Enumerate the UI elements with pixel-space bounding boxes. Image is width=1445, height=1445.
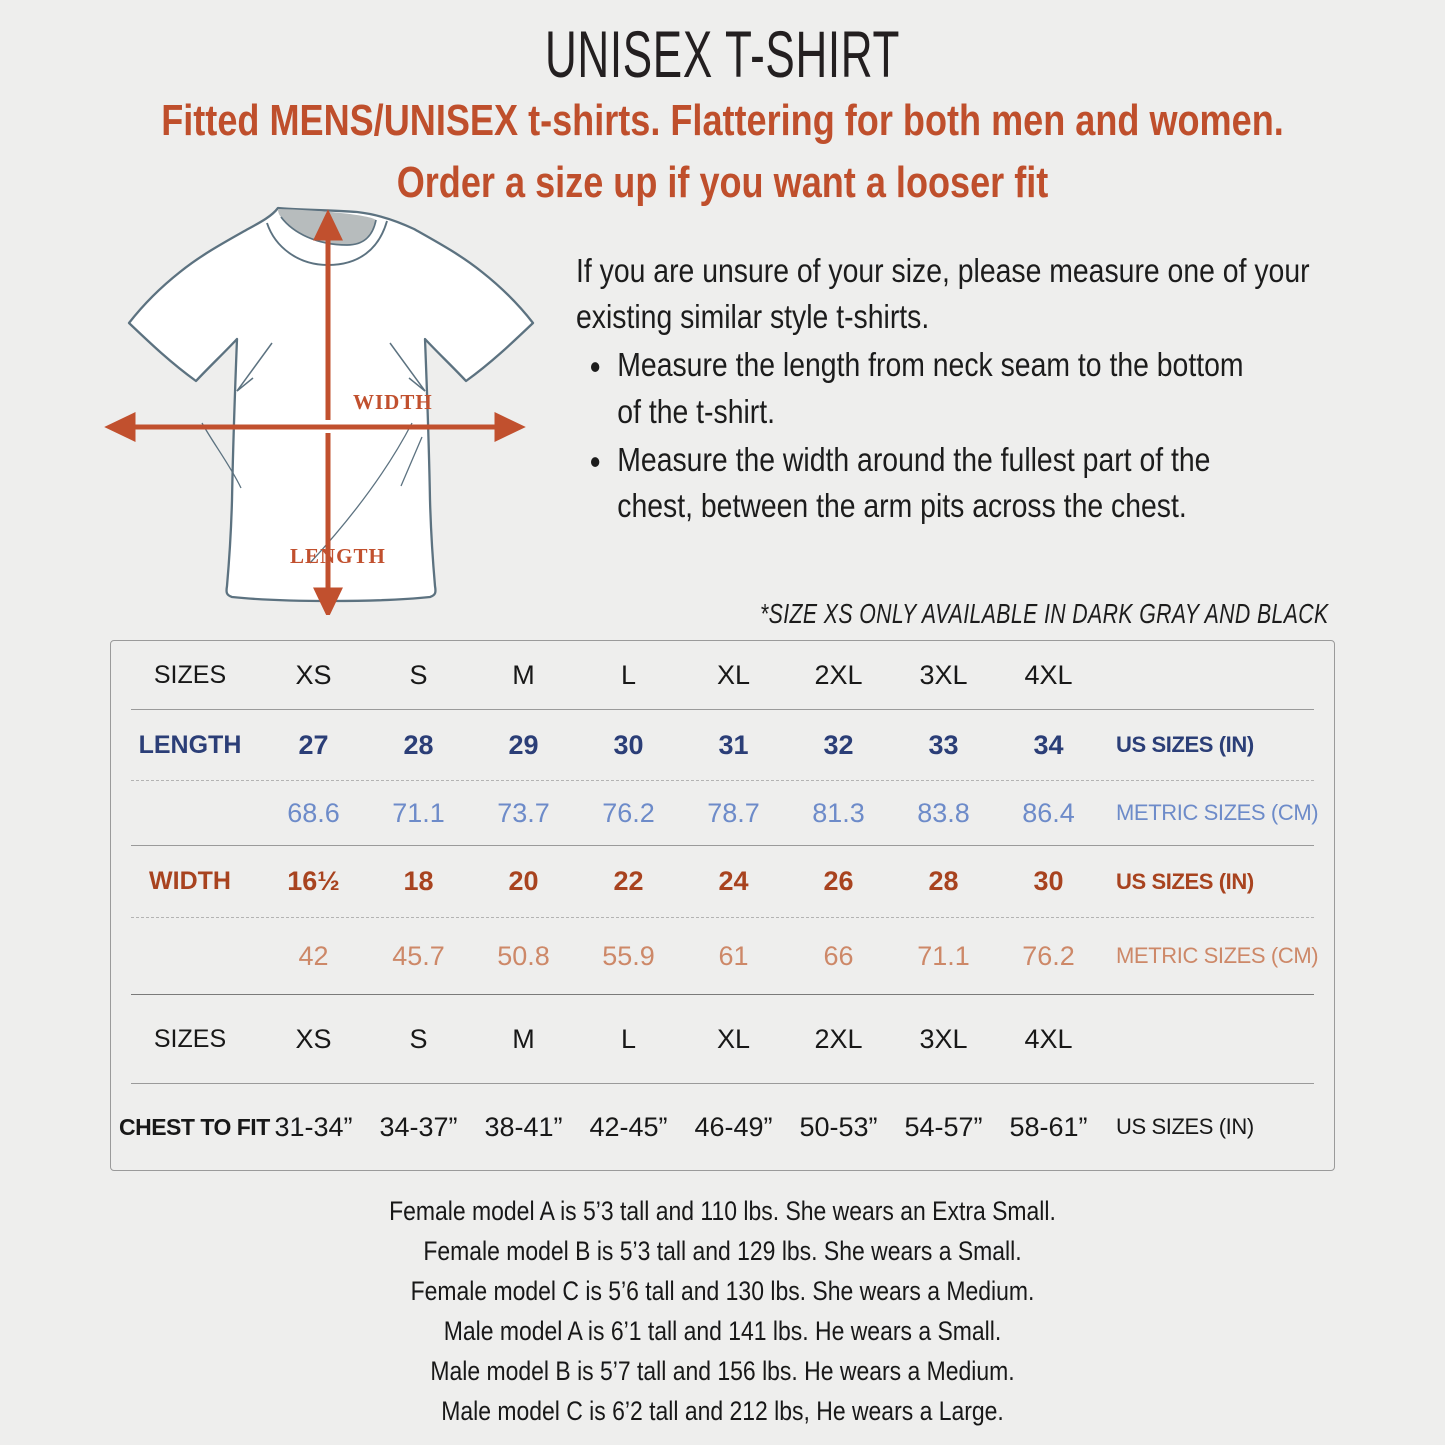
svg-text:WIDTH: WIDTH	[353, 390, 433, 414]
svg-text:LENGTH: LENGTH	[290, 544, 386, 568]
